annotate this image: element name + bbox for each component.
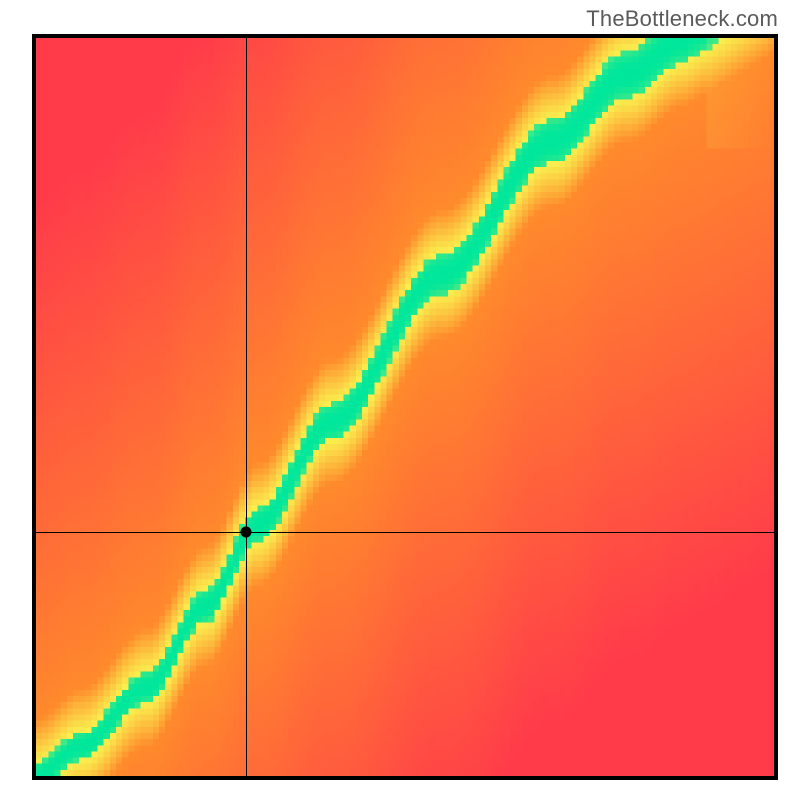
plot-frame xyxy=(32,34,778,780)
bottleneck-heatmap xyxy=(36,38,774,776)
chart-container: TheBottleneck.com xyxy=(0,0,800,800)
crosshair-horizontal xyxy=(36,532,774,533)
plot-inner xyxy=(36,38,774,776)
crosshair-vertical xyxy=(246,38,247,776)
selection-marker xyxy=(241,527,252,538)
attribution-label: TheBottleneck.com xyxy=(586,6,778,32)
